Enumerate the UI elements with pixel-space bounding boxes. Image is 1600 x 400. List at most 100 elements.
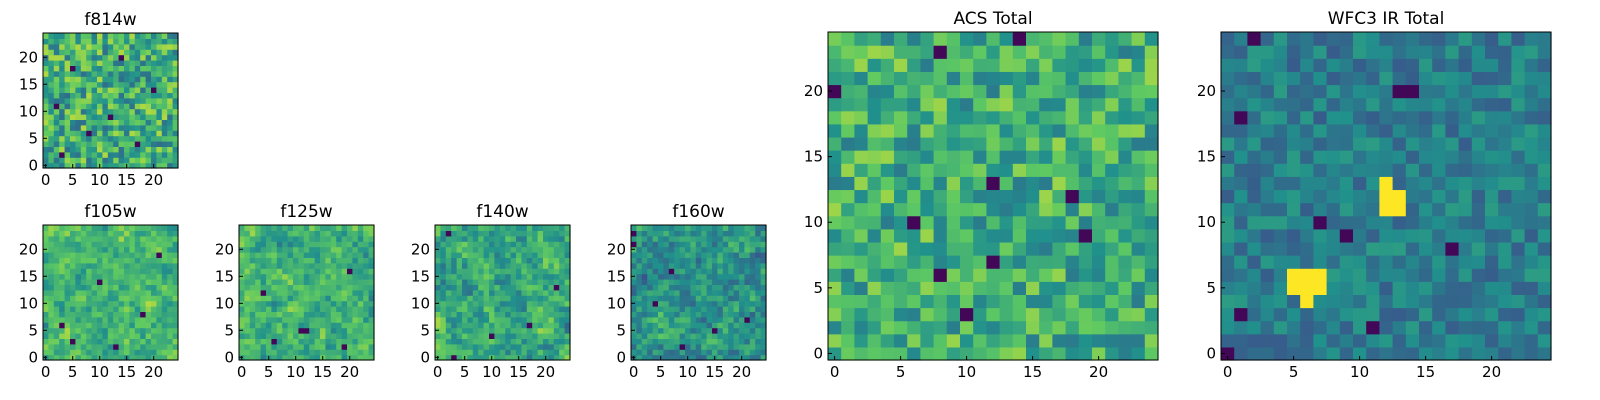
heatmap-cell [668,316,675,323]
heatmap-cell [1287,45,1301,59]
heatmap-cell [1300,45,1314,59]
heatmap-cell [255,343,262,350]
heatmap-cell [1287,320,1301,335]
heatmap-cell [363,268,370,275]
heatmap-cell [674,241,681,248]
heatmap-cell [75,87,82,93]
heatmap-cell [559,262,566,269]
heatmap-cell [749,289,756,296]
heatmap-cell [933,268,948,282]
heatmap-cell [129,108,136,115]
heatmap-cell [161,273,168,280]
heatmap-cell [70,119,76,126]
heatmap-cell [445,241,452,248]
heatmap-cell [631,322,637,329]
heatmap-cell [489,273,495,280]
heatmap-cell [755,225,762,231]
heatmap-cell [145,108,152,115]
heatmap-cell [636,268,643,275]
heatmap-cell [1234,268,1248,282]
heatmap-cell [134,76,141,83]
heatmap-cell [658,311,664,318]
heatmap-cell [1485,176,1499,191]
heatmap-cell [1339,202,1354,217]
heatmap-cell [271,225,278,231]
heatmap-cell [244,316,251,323]
heatmap-cell [973,281,987,295]
heatmap-cell [134,306,141,312]
heatmap-cell [172,235,179,242]
heatmap-cell [75,262,82,269]
heatmap-cell [894,307,908,322]
heatmap-cell [244,327,251,334]
x-tick-label: 20 [732,363,751,381]
heatmap-cell [293,333,299,339]
heatmap-cell [97,300,103,307]
heatmap-cell [854,136,869,151]
heatmap-cell [1379,45,1394,59]
heatmap-cell [973,32,987,46]
heatmap-cell [933,333,948,348]
heatmap-cell [1092,307,1106,322]
heatmap-cell [352,235,359,242]
heatmap-cell [86,295,93,302]
heatmap-cell [75,97,82,104]
heatmap-cell [64,103,71,110]
heatmap-cell [325,354,332,361]
heatmap-cell [156,311,163,318]
heatmap-cell [140,43,147,50]
heatmap-cell [1260,215,1275,230]
heatmap-cell [559,273,566,280]
heatmap-cell [336,230,343,237]
heatmap-cell [1012,58,1027,72]
heatmap-cell [48,38,55,45]
heatmap-cell [1339,281,1354,295]
heatmap-cell [86,157,93,164]
heatmap-cell [145,316,152,323]
heatmap-cell [1234,281,1248,295]
heatmap-cell [276,241,283,248]
heatmap-cell [352,279,359,285]
heatmap-cell [1353,202,1367,217]
x-tick-label: 0 [41,171,51,189]
heatmap-cell [867,281,882,295]
heatmap-cell [841,189,855,204]
heatmap-cell [739,279,745,285]
heatmap-cell [172,300,179,307]
heatmap-cell [933,320,948,335]
heatmap-cell [841,150,855,164]
heatmap-cell [679,327,686,334]
heatmap-cell [161,300,168,307]
heatmap-cell [347,306,353,312]
heatmap-cell [59,284,66,291]
heatmap-cell [1537,241,1552,256]
heatmap-cell [1287,71,1301,86]
heatmap-cell [1353,333,1367,348]
heatmap-cell [1287,228,1301,243]
heatmap-cell [526,333,533,339]
heatmap-cell [124,70,130,77]
heatmap-cell [1419,123,1433,138]
heatmap-cell [151,108,157,115]
heatmap-cell [70,70,76,77]
heatmap-cell [172,81,179,88]
heatmap-cell [456,306,463,312]
heatmap-cell [1313,307,1328,322]
heatmap-cell [1458,294,1473,309]
heatmap-cell [679,241,686,248]
heatmap-cell [755,311,762,318]
heatmap-cell [946,136,961,151]
heatmap-cell [124,262,130,269]
heatmap-cell [107,65,114,72]
heatmap-cell [499,327,506,334]
heatmap-cell [320,349,326,356]
heatmap-cell [59,289,66,296]
heatmap-cell [239,279,245,285]
heatmap-cell [1445,97,1460,112]
heatmap-cell [867,123,882,138]
heatmap-cell [145,338,152,345]
heatmap-cell [695,316,702,323]
heatmap-cell [706,289,713,296]
heatmap-cell [129,327,136,334]
